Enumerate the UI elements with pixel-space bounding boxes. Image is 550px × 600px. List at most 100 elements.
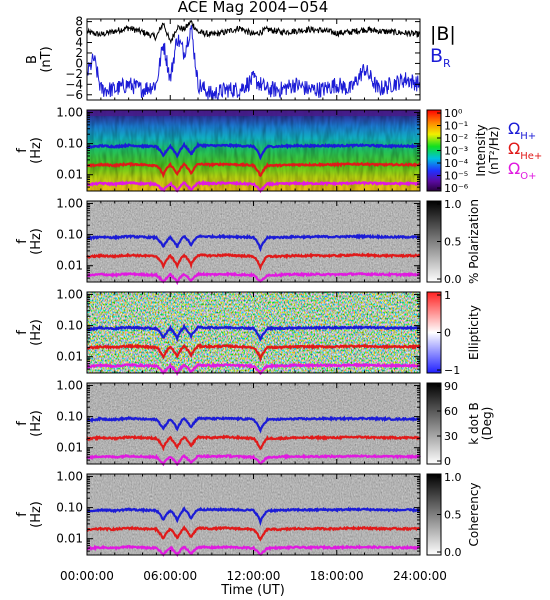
series-line-hplus — [86, 506, 421, 527]
y-tick-label: 1.00 — [56, 469, 83, 483]
y-tick-label: 0.01 — [56, 350, 83, 364]
k-dot-b-spectrogram — [85, 383, 421, 467]
x-axis-label: Time (UT) — [220, 583, 285, 598]
y-label-unit: (Hz) — [29, 501, 44, 528]
y-tick-label: 4 — [75, 36, 83, 50]
colorbar-unit: (nT²/Hz) — [487, 126, 501, 174]
series-line-heplus — [85, 434, 421, 452]
y-tick-label: 0.10 — [56, 137, 83, 151]
x-tick-label: 24:00:00 — [393, 569, 447, 583]
y-label-var: f — [15, 239, 30, 244]
colorbar-tick-label: 0.5 — [444, 236, 462, 249]
y-tick-label: 0.10 — [56, 410, 83, 424]
y-label-var: f — [15, 148, 30, 153]
legend-entry: ΩO+ — [508, 159, 536, 182]
y-tick-label: 2 — [75, 46, 83, 60]
colorbar-scale — [426, 382, 442, 465]
coherency-spectrogram — [86, 474, 421, 557]
y-axis-label: B (nT) — [25, 46, 54, 72]
legend-subscript: R — [443, 57, 451, 70]
legend-symbol: Ω — [508, 139, 520, 158]
y-axis-label: f (Hz) — [15, 137, 44, 164]
series-line-b-magnitude — [87, 19, 420, 45]
colorbar-label: % Polarization — [467, 199, 481, 284]
colorbar-tick-label: 60 — [444, 405, 458, 418]
y-label-unit: (nT) — [39, 46, 54, 72]
colorbar-tick-label: 0 — [444, 327, 451, 340]
legend-symbol: Ω — [508, 159, 520, 178]
y-tick-label: 0.01 — [56, 441, 83, 455]
colorbar-label: Ellipticity — [467, 305, 481, 360]
y-tick-label: 0.10 — [56, 501, 83, 515]
y-tick-label: 0.10 — [56, 228, 83, 242]
y-label-unit: (Hz) — [29, 228, 44, 255]
series-line-heplus — [86, 161, 421, 179]
colorbar-tick-label: 1 — [444, 289, 451, 302]
series-line-oplus — [86, 271, 421, 286]
spectrogram-texture — [87, 110, 420, 191]
y-tick-label: 1.00 — [56, 378, 83, 392]
y-label-var: f — [15, 330, 30, 335]
y-label-var: f — [15, 421, 30, 426]
colorbar-tick-label: 90 — [444, 380, 458, 393]
series-line-heplus — [86, 252, 421, 272]
resonance-lines — [86, 322, 421, 376]
y-tick-label: 6 — [75, 25, 83, 39]
legend-entry: ΩH+ — [508, 119, 536, 142]
y-tick-label: 0.10 — [56, 319, 83, 333]
intensity-spectrogram — [86, 110, 421, 194]
colorbar-label: Coherency — [467, 482, 481, 546]
series-line-oplus — [86, 362, 421, 376]
polarization-spectrogram — [86, 201, 421, 286]
colorbar-tick-label: 10⁻¹ — [444, 120, 468, 133]
legend-entry: |B| — [430, 23, 456, 45]
spectrogram-texture — [87, 474, 420, 555]
y-axis-label: f (Hz) — [15, 319, 44, 346]
x-tick-label: 12:00:00 — [227, 569, 281, 583]
y-label-unit: (Hz) — [29, 410, 44, 437]
resonance-lines — [86, 141, 421, 194]
legend-subscript: He+ — [520, 151, 542, 162]
colorbar-unit: (Deg) — [480, 407, 494, 441]
y-tick-label: 0.01 — [56, 259, 83, 273]
resonance-lines — [86, 233, 421, 286]
y-label-unit: (Hz) — [29, 319, 44, 346]
figure-title: ACE Mag 2004−054 — [178, 0, 329, 16]
spectrogram-image — [87, 201, 420, 282]
y-label-unit: (Hz) — [29, 137, 44, 164]
series-line-heplus — [86, 524, 421, 542]
colorbar-tick-label: 10⁰ — [444, 107, 463, 120]
colorbar-tick-label: 10⁻⁴ — [444, 157, 469, 170]
x-axis: 00:00:00 06:00:00 12:00:00 18:00:00 24:00:00 — [60, 569, 447, 583]
y-tick-label: −6 — [65, 88, 83, 102]
legend-subscript: H+ — [520, 131, 536, 142]
colorbar-tick-label: 30 — [444, 430, 458, 443]
legend-symbol: B — [430, 45, 443, 67]
y-tick-label: 0 — [75, 56, 83, 70]
series-line-hplus — [86, 322, 421, 343]
y-tick-label: 1.00 — [56, 105, 83, 119]
b-field-plot — [87, 19, 420, 100]
colorbar-tick-label: 0.0 — [444, 273, 462, 286]
colorbar-tick-label: 0 — [444, 455, 451, 468]
y-tick-label: 1.00 — [56, 196, 83, 210]
colorbar-label: Intensity — [474, 124, 488, 176]
resonance-lines — [85, 415, 421, 467]
series-line-hplus — [86, 233, 421, 253]
series-line-oplus — [86, 453, 421, 467]
colorbar-label: k dot B — [467, 402, 481, 444]
colorbar-tick-label: 0.0 — [444, 546, 462, 559]
y-label-var: f — [15, 512, 30, 517]
y-tick-label: 0.01 — [56, 168, 83, 182]
series-line-hplus — [86, 141, 421, 161]
legend: ΩH+ΩHe+ΩO+ — [508, 119, 542, 182]
colorbar-tick-label: 1.0 — [444, 471, 462, 484]
series-line-b-radial — [87, 25, 420, 100]
x-tick-label: 18:00:00 — [310, 569, 364, 583]
spectrogram-image — [87, 292, 420, 373]
colorbar: 1.0 0.5 0.0 % Polarization — [426, 198, 481, 286]
spectrogram-image — [87, 383, 420, 464]
colorbar-tick-label: 10⁻⁶ — [444, 182, 469, 195]
